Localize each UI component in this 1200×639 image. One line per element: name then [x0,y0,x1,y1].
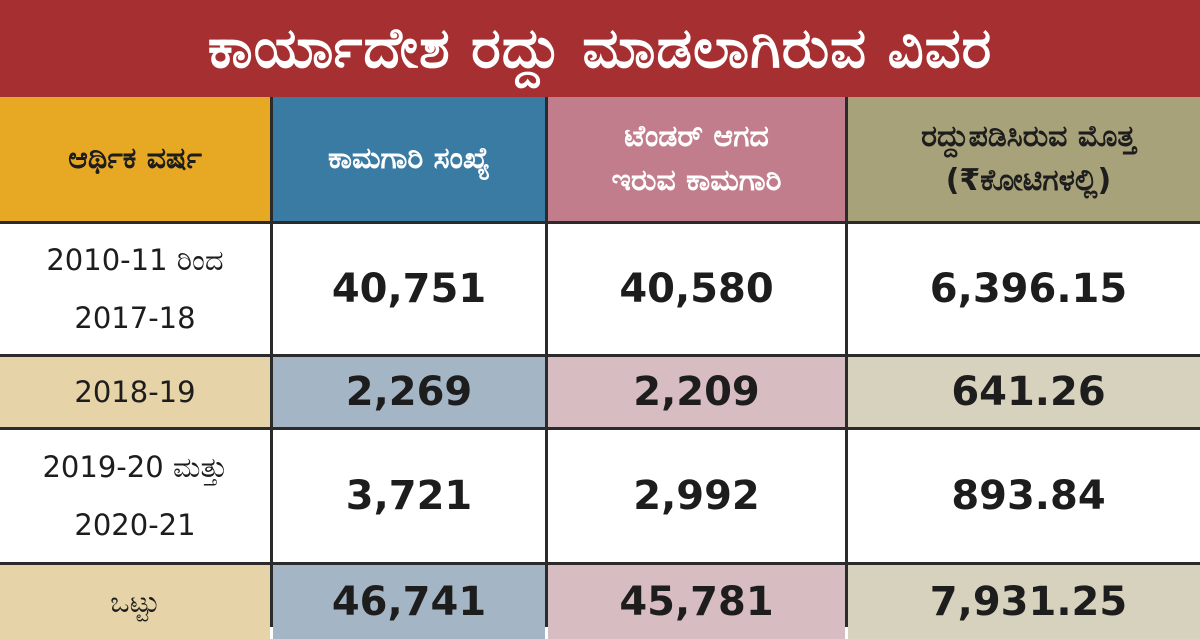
data-table: ಆರ್ಥಿಕ ವರ್ಷ ಕಾಮಗಾರಿ ಸಂಖ್ಯೆ ಟೆಂಡರ್ ಆಗದ ಇರ… [0,97,1200,639]
total-not-tendered: 45,781 [548,565,845,639]
total-works: 46,741 [273,565,545,639]
row3-year: 2019-20 ಮತ್ತು 2020-21 [0,430,270,562]
row3-amount: 893.84 [848,430,1200,562]
row3-works: 3,721 [273,430,545,562]
row2-works: 2,269 [273,357,545,427]
row3-not-tendered: 2,992 [548,430,845,562]
row1-works: 40,751 [273,224,545,354]
row1-year: 2010-11 ರಿಂದ 2017-18 [0,224,270,354]
header-not-tendered: ಟೆಂಡರ್ ಆಗದ ಇರುವ ಕಾಮಗಾರಿ [548,97,845,221]
row2-not-tendered: 2,209 [548,357,845,427]
total-amount: 7,931.25 [848,565,1200,639]
row2-amount: 641.26 [848,357,1200,427]
row2-year: 2018-19 [0,357,270,427]
header-fiscal-year: ಆರ್ಥಿಕ ವರ್ಷ [0,97,270,221]
row1-amount: 6,396.15 [848,224,1200,354]
row1-not-tendered: 40,580 [548,224,845,354]
table-title: ಕಾರ್ಯಾದೇಶ ರದ್ದು ಮಾಡಲಾಗಿರುವ ವಿವರ [207,15,993,81]
total-label: ಒಟ್ಟು [0,565,270,639]
header-cancelled-amount: ರದ್ದುಪಡಿಸಿರುವ ಮೊತ್ತ (₹ಕೋಟಿಗಳಲ್ಲಿ) [848,97,1200,221]
title-bar: ಕಾರ್ಯಾದೇಶ ರದ್ದು ಮಾಡಲಾಗಿರುವ ವಿವರ [0,0,1200,97]
header-works-count: ಕಾಮಗಾರಿ ಸಂಖ್ಯೆ [273,97,545,221]
